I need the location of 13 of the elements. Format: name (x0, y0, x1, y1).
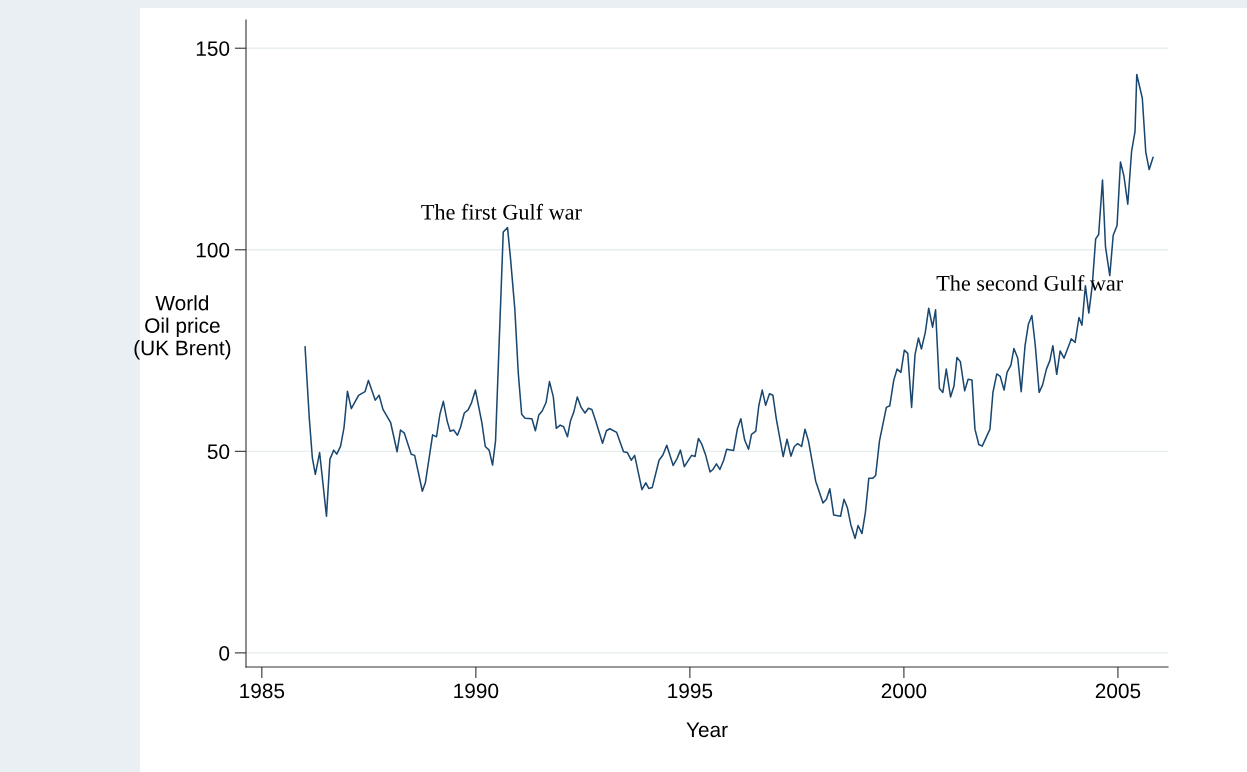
x-axis-title: Year (686, 722, 728, 738)
line-series (304, 73, 1154, 540)
annotation: The first Gulf war (421, 203, 582, 220)
x-tick-label: 1985 (240, 683, 285, 699)
x-tick-label: 2000 (881, 683, 927, 699)
y-tick-label: 150 (196, 41, 230, 56)
y-tick-label: 0 (219, 645, 230, 661)
y-tick-label: 100 (196, 242, 230, 258)
y-axis-title: World Oil price (UK Brent) (134, 295, 231, 360)
x-tick-label: 2005 (1095, 683, 1141, 699)
x-tick-label: 1990 (454, 683, 499, 699)
y-tick-label: 50 (207, 444, 230, 460)
x-tick-label: 1995 (668, 683, 713, 699)
